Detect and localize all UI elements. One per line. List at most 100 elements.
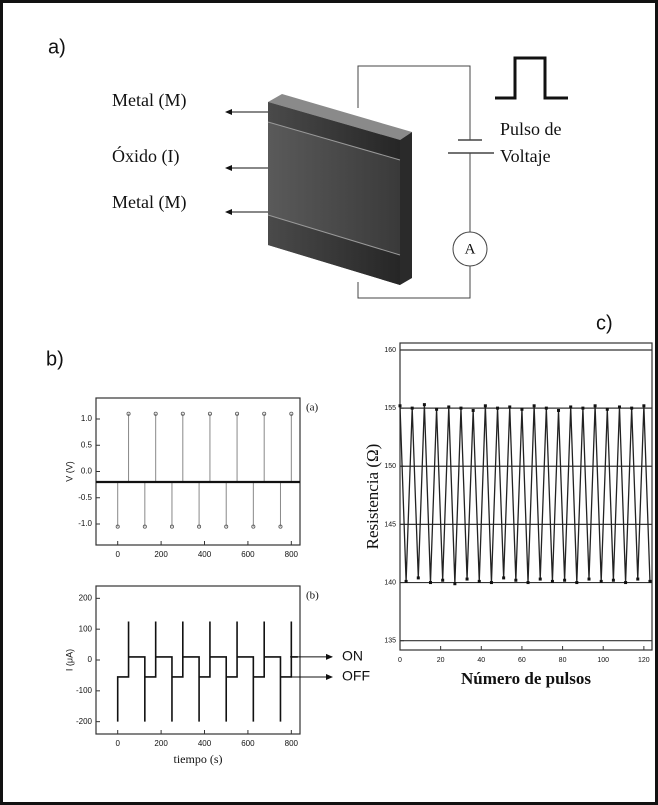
point bbox=[611, 578, 615, 582]
stem-marker bbox=[115, 524, 120, 529]
y-tick-label: 100 bbox=[79, 624, 93, 633]
layer-edge bbox=[267, 121, 401, 161]
point bbox=[520, 407, 524, 411]
point bbox=[532, 404, 536, 408]
point bbox=[483, 404, 487, 408]
point bbox=[502, 576, 506, 580]
point bbox=[593, 404, 597, 408]
point bbox=[563, 578, 567, 582]
x-tick-label: 0 bbox=[115, 550, 120, 559]
point bbox=[496, 406, 500, 410]
y-tick-label: -200 bbox=[76, 717, 93, 726]
point bbox=[648, 579, 652, 583]
point bbox=[557, 408, 561, 412]
x-tick-label: 400 bbox=[198, 550, 212, 559]
layer-label: Metal (M) bbox=[112, 90, 186, 111]
device-diagram: Metal (M) Óxido (I) Metal (M) A Pulso de… bbox=[112, 56, 568, 299]
y-tick-label: -100 bbox=[76, 686, 93, 695]
point bbox=[514, 578, 518, 582]
point bbox=[508, 405, 512, 409]
stem-marker bbox=[289, 411, 294, 416]
y-tick-label: 0.5 bbox=[81, 440, 93, 449]
y-tick-label: 135 bbox=[384, 638, 396, 645]
x-tick-label: 800 bbox=[285, 739, 299, 748]
y-tick-label: 150 bbox=[384, 463, 396, 470]
x-tick-label: 40 bbox=[477, 657, 485, 664]
x-tick-label: 200 bbox=[154, 739, 168, 748]
metal-layer bbox=[268, 215, 400, 285]
point bbox=[410, 406, 414, 410]
point bbox=[630, 406, 634, 410]
point bbox=[416, 576, 420, 580]
x-axis-title: Número de pulsos bbox=[461, 669, 591, 688]
stem-marker bbox=[224, 524, 229, 529]
y-axis-title: V (V) bbox=[64, 461, 74, 482]
point bbox=[404, 579, 408, 583]
point bbox=[575, 581, 579, 585]
x-tick-label: 80 bbox=[559, 657, 567, 664]
point bbox=[569, 405, 573, 409]
metal-layer bbox=[268, 102, 400, 160]
stem-marker bbox=[278, 524, 283, 529]
point bbox=[428, 581, 432, 585]
stem-marker bbox=[262, 411, 267, 416]
point bbox=[624, 581, 628, 585]
y-axis-title: I (μA) bbox=[64, 649, 74, 671]
x-tick-label: 200 bbox=[154, 550, 168, 559]
point bbox=[636, 577, 640, 581]
y-tick-label: 0.0 bbox=[81, 467, 93, 476]
x-tick-label: 800 bbox=[285, 550, 299, 559]
stem-marker bbox=[126, 411, 131, 416]
stem-marker bbox=[180, 411, 185, 416]
stem-marker bbox=[169, 524, 174, 529]
x-tick-label: 0 bbox=[398, 657, 402, 664]
y-tick-label: -0.5 bbox=[78, 493, 92, 502]
layer-edge bbox=[267, 214, 401, 256]
plot-tag: (a) bbox=[306, 402, 319, 414]
stem-marker bbox=[153, 411, 158, 416]
point bbox=[459, 406, 463, 410]
y-tick-label: 200 bbox=[79, 593, 93, 602]
x-tick-label: 120 bbox=[638, 657, 650, 664]
point bbox=[599, 579, 603, 583]
plot-tag: (b) bbox=[306, 590, 319, 602]
x-tick-label: 600 bbox=[241, 550, 255, 559]
point bbox=[605, 407, 609, 411]
stem-marker bbox=[142, 524, 147, 529]
stem-marker bbox=[251, 524, 256, 529]
y-tick-label: 0 bbox=[88, 655, 93, 664]
x-axis-title: tiempo (s) bbox=[174, 752, 223, 766]
x-tick-label: 100 bbox=[597, 657, 609, 664]
stem-marker bbox=[197, 524, 202, 529]
y-tick-label: 145 bbox=[384, 521, 396, 528]
x-tick-label: 400 bbox=[198, 739, 212, 748]
point bbox=[477, 579, 481, 583]
point bbox=[538, 577, 542, 581]
point bbox=[471, 408, 475, 412]
block-top bbox=[268, 94, 412, 140]
y-tick-label: 1.0 bbox=[81, 414, 93, 423]
stem-marker bbox=[235, 411, 240, 416]
y-tick-label: 155 bbox=[384, 405, 396, 412]
point bbox=[435, 407, 439, 411]
x-tick-label: 600 bbox=[241, 739, 255, 748]
plot-frame bbox=[399, 342, 653, 651]
annotation-label: OFF bbox=[342, 668, 370, 684]
panel-label: b) bbox=[46, 348, 64, 370]
point bbox=[465, 577, 469, 581]
annotation-label: ON bbox=[342, 648, 363, 664]
x-tick-label: 20 bbox=[437, 657, 445, 664]
wire bbox=[357, 266, 471, 299]
point bbox=[422, 403, 426, 407]
point bbox=[489, 581, 493, 585]
point bbox=[550, 579, 554, 583]
x-tick-label: 60 bbox=[518, 657, 526, 664]
y-tick-label: 160 bbox=[384, 347, 396, 354]
layer-label: Metal (M) bbox=[112, 192, 186, 213]
ammeter-label: A bbox=[465, 241, 476, 257]
layer-label: Óxido (I) bbox=[112, 145, 179, 167]
y-tick-label: -1.0 bbox=[78, 519, 92, 528]
point bbox=[617, 405, 621, 409]
